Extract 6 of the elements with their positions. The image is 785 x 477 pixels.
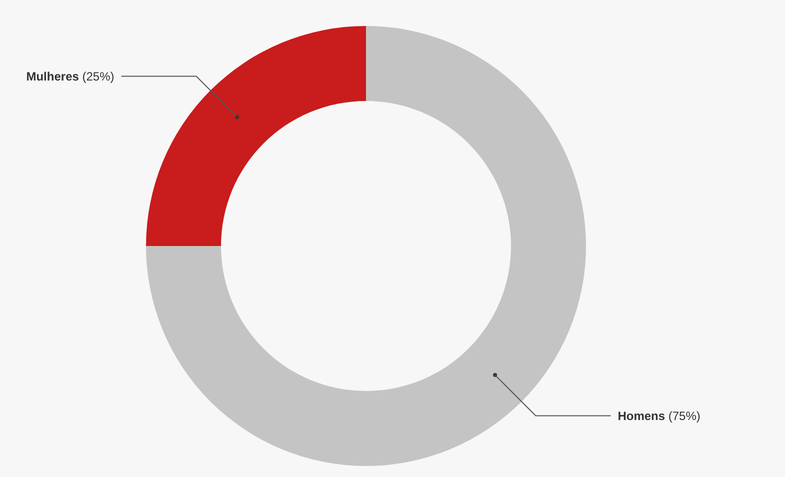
donut-slice bbox=[146, 26, 366, 246]
donut-slice bbox=[146, 26, 586, 466]
slice-label: Mulheres bbox=[26, 69, 80, 84]
data-label: (75%) bbox=[665, 408, 700, 423]
slice-label: Homens bbox=[618, 408, 666, 423]
data-label: (25%) bbox=[78, 69, 114, 84]
